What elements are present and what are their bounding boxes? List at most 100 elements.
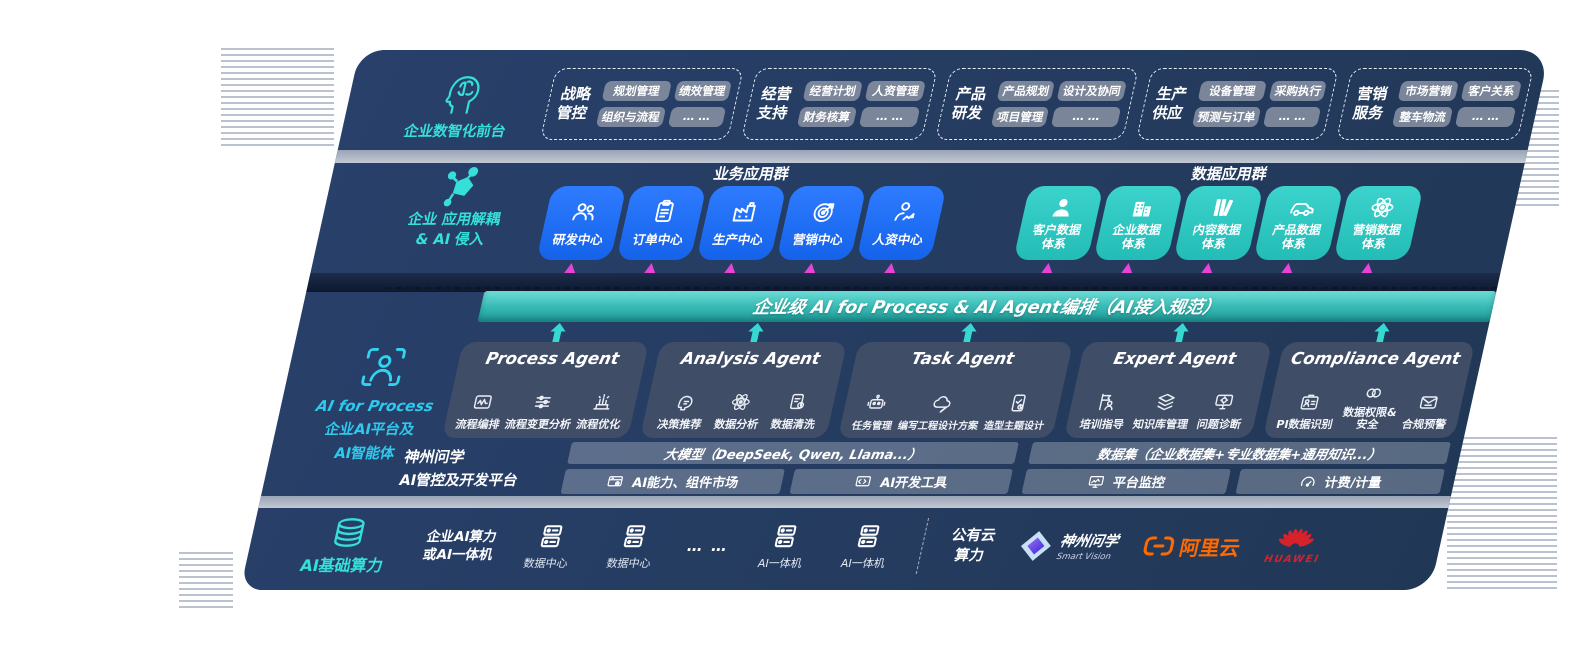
module-pill: 经营计划 [802,81,864,101]
order-clipboard-icon [648,198,681,225]
module-pill: … … [667,107,726,127]
public-cloud-line1: 公有云 [950,527,998,544]
business-app-box: 订单中心 [616,186,707,302]
data-group-title: 数据应用群 [1189,165,1269,183]
component-market-cell: AI能力、组件市场 [560,469,785,494]
infrastructure-band: AI基础算力 企业AI算力 或AI一体机 数据中心 数据中心 … … AI一体机 [240,508,1448,590]
shelf-edge [334,150,1528,163]
huawei-logo: HUAWEI [1263,527,1327,565]
brain-head-icon [436,68,491,116]
decision-head-icon [671,391,698,413]
app-label: 营销中心 [791,232,845,247]
module-pill: 绩效管理 [673,81,732,101]
customer-person-icon [1045,194,1078,221]
devops-platform-strip: 神州问学 AI管控及开发平台 大模型（DeepSeek, Qwen, Llama… [396,442,1451,494]
capability-label: 造型主题设计 [982,421,1046,432]
app-label: 客户数据 [1031,223,1083,238]
uplink-arrows [463,323,1479,342]
agent-name: Process Agent [484,349,622,368]
szwx-diamond-icon [1021,531,1052,561]
public-cloud-line2: 算力 [952,548,986,564]
scan-person-icon [357,345,411,389]
alibaba-bracket-icon [1143,536,1175,556]
analysis-agent-card: Analysis Agent 决策推荐 数据分析 数据清洗 [640,342,848,438]
group-title: 生产供应 [1150,85,1189,122]
capability-label: 编写工程设计方案 [896,421,979,432]
business-app-row: 研发中心 订单中心 生产中心 营销中心 [536,186,947,302]
data-app-box: 产品数据 体系 [1253,186,1344,302]
team-icon [568,198,601,225]
datacenter-node: 数据中心 [516,522,583,571]
capability-label: 流程编排 [454,418,501,431]
dashed-divider [915,518,929,574]
decoupling-label-block: 企业 应用解耦 & AI 侵入 [367,165,546,250]
data-app-row: 客户数据 体系 企业数据 体系 内容数据 体系 产品数据 体系 [1013,186,1424,302]
hatch-decoration [221,48,334,148]
atom-icon [728,391,755,413]
module-pill: 规划管理 [601,81,672,101]
server-icon [617,522,652,551]
app-label: 人资中心 [871,232,925,247]
agent-name: Compliance Agent [1289,349,1463,368]
group-operation-support: 经营支持 经营计划 人资管理 财务核算 … … [740,68,939,140]
compliance-agent-card: Compliance Agent PI数据识别 数据权限&安全 合规预警 [1262,342,1476,438]
platform-monitor-icon [1085,473,1107,491]
datacenter-node: 数据中心 [599,522,666,571]
capability-label: 合规预警 [1400,418,1448,431]
module-pill: 项目管理 [991,107,1050,127]
app-label: 产品数据 [1271,223,1323,238]
marketing-atom-icon [1365,194,1398,221]
up-arrow-icon [550,323,566,342]
module-pill: 人资管理 [864,81,927,101]
huawei-flower-icon [1278,528,1314,547]
dev-tools-cell: AI开发工具 [788,469,1014,494]
target-icon [808,198,841,225]
ai-appliance-node: AI一体机 [833,522,900,571]
gauge-icon [1297,473,1319,491]
cell-label: 平台监控 [1111,476,1167,491]
agent-name: Analysis Agent [679,349,823,368]
enterprise-capacity-label: 企业AI算力 或AI一体机 [421,528,499,564]
up-arrow-icon [748,323,764,342]
ai-platform-label-line3: AI智能体 [332,446,397,462]
capacity-line2: 或AI一体机 [421,547,495,563]
business-app-box: 人资中心 [856,186,947,302]
module-pill: 市场营销 [1397,81,1460,101]
optimize-machine-icon [590,391,617,413]
infra-label: AI基础算力 [298,556,385,575]
platform-monitor-cell: 平台监控 [1021,469,1232,494]
design-check-icon [1006,392,1033,414]
cell-label: AI能力、组件市场 [630,476,740,491]
huawei-name: HUAWEI [1262,554,1321,565]
main-panel: 企业数智化前台 战略管控 规划管理 绩效管理 组织与流程 … … 经营支持 经营… [240,50,1550,590]
front-office-groups: 战略管控 规划管理 绩效管理 组织与流程 … … 经营支持 经营计划 人资管理 … [539,68,1534,140]
cloud-edit-icon [930,392,957,414]
devops-label-line1: 神州问学 [402,448,467,466]
module-pill: … … [1454,107,1517,127]
app-label: 体系 [1040,237,1068,251]
task-agent-card: Task Agent 任务管理 编写工程设计方案 造型主题设计 [838,342,1074,438]
module-pill: 组织与流程 [595,107,666,127]
cell-label: AI开发工具 [878,476,949,491]
agent-name: Task Agent [909,349,1017,368]
orchestration-title: 企业级 AI for Process & AI Agent编排（AI接入规范） [750,298,1223,318]
training-flag-icon [1093,391,1120,413]
application-band: 企业 应用解耦 & AI 侵入 业务应用群 数据应用群 研发中心 订单中心 [310,163,1524,302]
component-market-icon [605,473,627,491]
module-pill: 整车物流 [1392,107,1454,127]
enterprise-building-icon [1125,194,1158,221]
alibaba-name: 阿里云 [1177,535,1243,560]
process-agent-card: Process Agent 流程编排 流程变更分析 流程优化 [441,342,650,438]
up-arrow-icon [961,323,977,342]
models-group: 大模型（DeepSeek, Qwen, Llama...） AI能力、组件市场 … [560,442,1020,494]
front-office-label: 企业数智化前台 [402,123,508,140]
boundary-dashed-line [384,287,1498,289]
decoupling-label-line2: & AI 侵入 [413,231,486,248]
flow-wave-icon [469,391,496,413]
node-label: 数据中心 [605,556,653,570]
alibaba-cloud-logo: 阿里云 [1141,532,1243,561]
group-title: 经营支持 [755,85,794,122]
data-app-box: 营销数据 体系 [1333,186,1424,302]
robot-icon [864,392,891,414]
